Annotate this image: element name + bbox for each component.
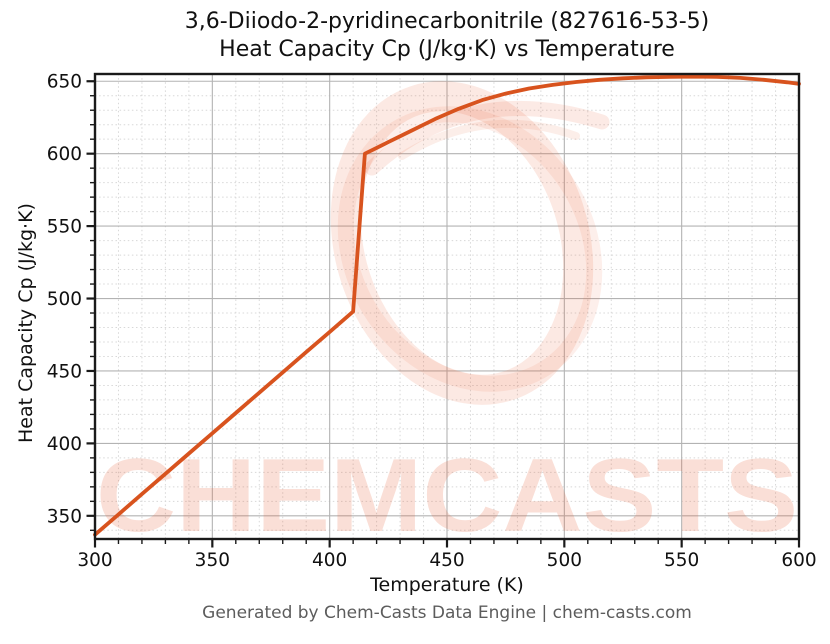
y-axis-label: Heat Capacity Cp (J/kg·K) — [15, 203, 37, 443]
y-tick-label: 400 — [47, 434, 82, 455]
grid-major — [95, 74, 799, 539]
watermark-text: CHEMCASTS — [96, 438, 798, 554]
x-tick-label: 300 — [77, 550, 112, 571]
x-tick-label: 500 — [547, 550, 582, 571]
x-tick-label: 550 — [664, 550, 699, 571]
y-tick-label: 500 — [47, 289, 82, 310]
footer-credit: Generated by Chem-Casts Data Engine | ch… — [202, 603, 692, 623]
x-tick-label: 450 — [429, 550, 464, 571]
watermark-swoosh-2 — [398, 119, 580, 160]
chart-title-block: 3,6-Diiodo-2-pyridinecarbonitrile (82761… — [95, 8, 799, 64]
axes-frame — [93, 72, 801, 541]
y-tick-label: 550 — [47, 217, 82, 238]
watermark-ring-inner — [337, 106, 603, 392]
x-axis-label: Temperature (K) — [370, 574, 524, 596]
y-tick-label: 450 — [47, 361, 82, 382]
x-tick-label: 350 — [195, 550, 230, 571]
y-tick-label: 650 — [47, 72, 82, 93]
watermark-swoosh-1 — [364, 101, 610, 176]
chart-subtitle: Heat Capacity Cp (J/kg·K) vs Temperature — [219, 37, 675, 62]
chart-title: 3,6-Diiodo-2-pyridinecarbonitrile (82761… — [184, 9, 710, 34]
y-tick-label: 600 — [47, 144, 82, 165]
watermark-logo-icon — [330, 81, 610, 405]
axes-frame-and-ticks — [86, 72, 801, 548]
x-tick-label: 400 — [312, 550, 347, 571]
tick-labels: 300 350 400 450 500 550 600 350 400 450 500 550 600 6… — [47, 72, 817, 571]
y-tick-label: 350 — [47, 506, 82, 527]
cp-line-series — [93, 74, 801, 537]
x-tick-label: 600 — [781, 550, 816, 571]
cp-line — [93, 74, 801, 537]
